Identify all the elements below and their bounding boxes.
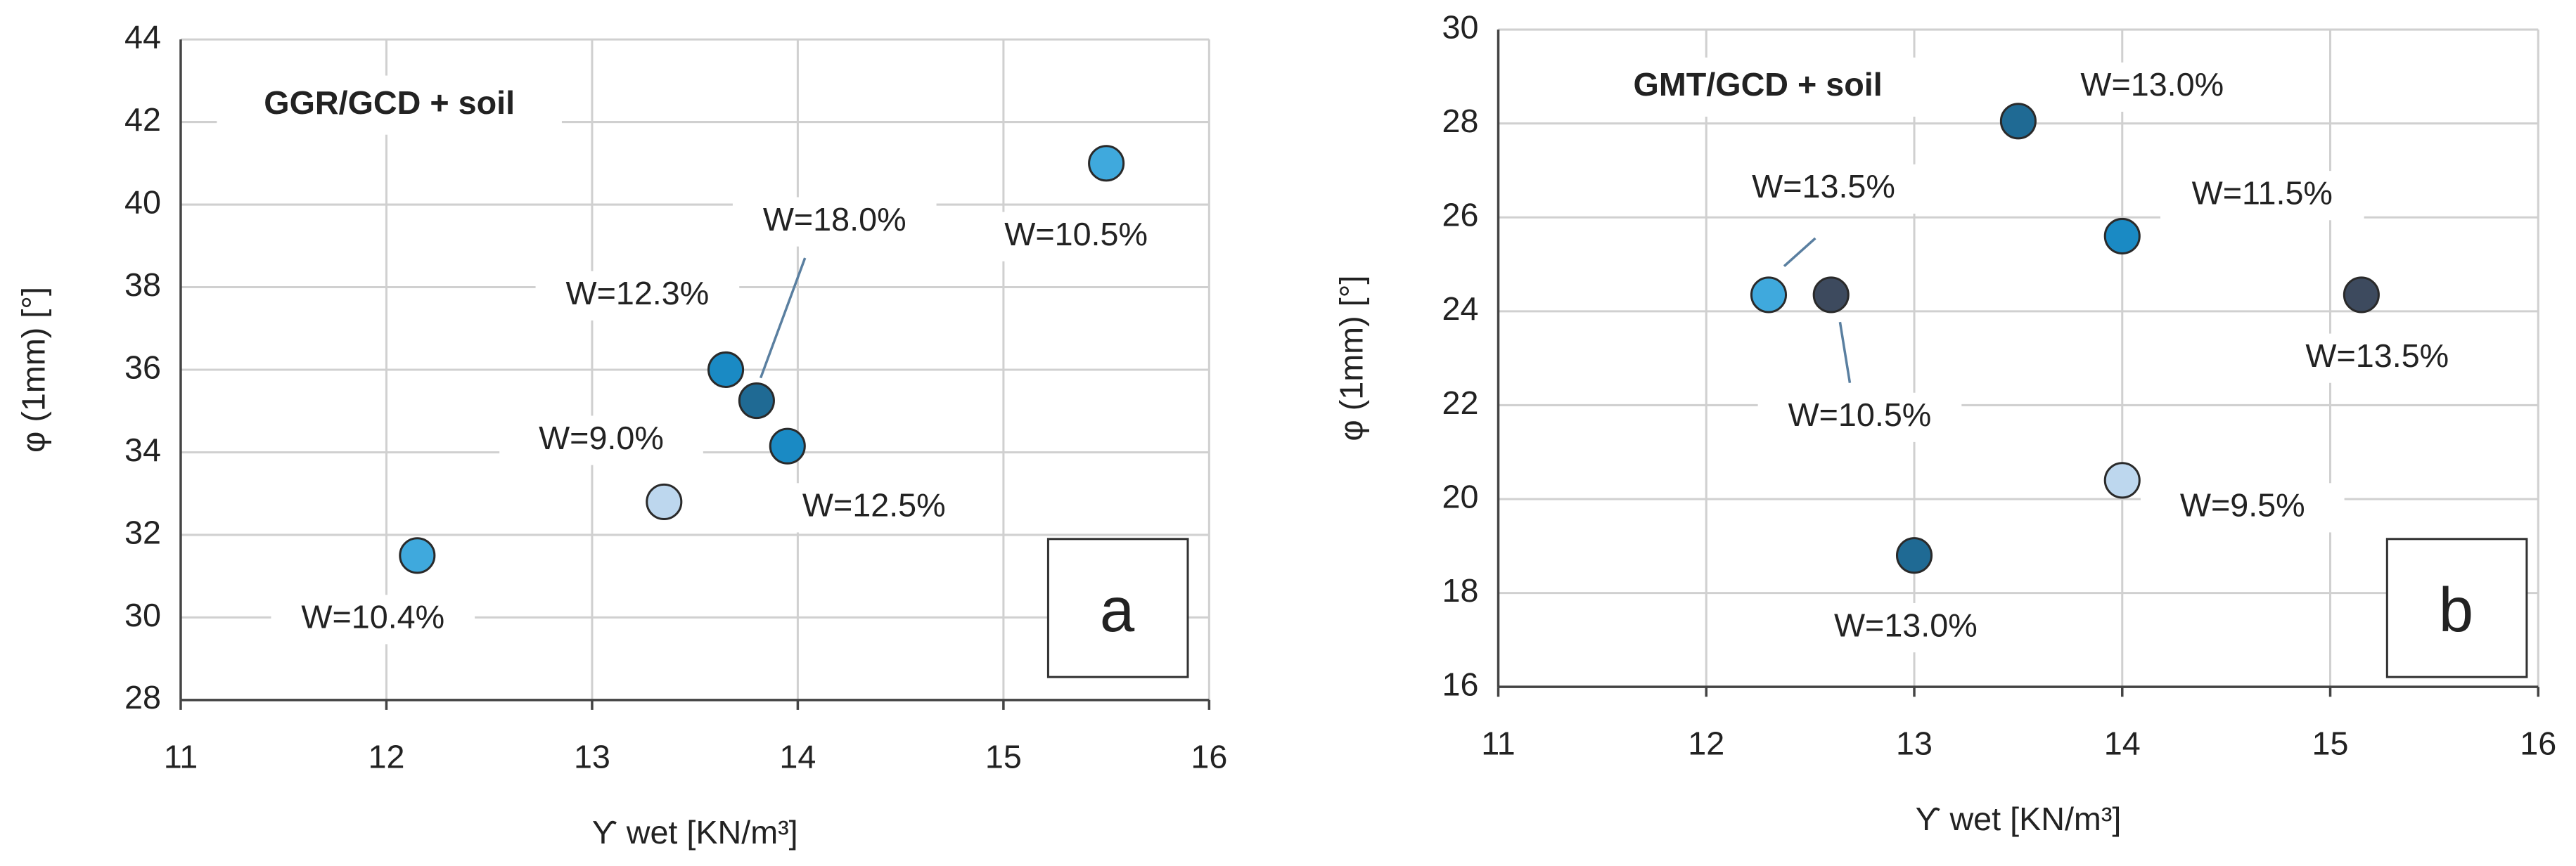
y-tick-label: 42 <box>124 101 161 138</box>
x-tick-label: 14 <box>2104 725 2141 762</box>
x-axis-label: ϒ wet [KN/m³] <box>592 814 798 851</box>
y-tick-label: 26 <box>1442 197 1479 233</box>
y-tick-label: 40 <box>124 183 161 220</box>
point-label: W=13.5% <box>2305 337 2449 374</box>
point-label: W=10.5% <box>1788 396 1932 433</box>
data-point <box>1088 145 1125 182</box>
x-tick-label: 11 <box>164 738 198 775</box>
y-tick-label: 36 <box>124 349 161 385</box>
leader-line <box>759 257 807 379</box>
data-point <box>2343 276 2380 314</box>
label-bg <box>771 483 976 533</box>
panel-label: a <box>1100 575 1135 645</box>
x-tick-label: 15 <box>2312 725 2349 762</box>
y-tick-label: 28 <box>124 679 161 716</box>
x-tick-label: 12 <box>1688 725 1724 762</box>
point-label: W=10.5% <box>1004 216 1148 252</box>
point-label: W=10.4% <box>301 599 444 635</box>
data-point <box>1999 103 2037 140</box>
x-tick-label: 12 <box>368 738 404 775</box>
data-point <box>646 483 683 521</box>
point-label: W=13.0% <box>2080 66 2224 103</box>
point-label: W=9.5% <box>2180 487 2305 524</box>
label-bg <box>2160 171 2364 221</box>
y-tick-label: 24 <box>1442 290 1479 327</box>
y-tick-label: 20 <box>1442 478 1479 515</box>
y-tick-label: 16 <box>1442 666 1479 703</box>
panel-title: GGR/GCD + soil <box>264 84 515 121</box>
point-label: W=13.5% <box>1752 168 1895 205</box>
point-label: W=9.0% <box>539 420 664 456</box>
title-bg <box>217 75 562 135</box>
point-label: W=18.0% <box>763 201 906 238</box>
label-bg <box>974 212 1178 261</box>
y-tick-label: 44 <box>124 18 161 55</box>
point-label: W=12.5% <box>802 487 946 524</box>
label-bg <box>732 197 937 247</box>
data-point <box>1750 276 1788 314</box>
label-bg <box>2275 333 2480 383</box>
y-tick-label: 32 <box>124 514 161 550</box>
data-point <box>1895 537 1933 574</box>
x-tick-label: 14 <box>779 738 816 775</box>
x-tick-label: 13 <box>1896 725 1933 762</box>
data-point <box>769 427 806 465</box>
x-tick-label: 11 <box>1481 725 1515 762</box>
y-axis-label: φ (1mm) [°] <box>1333 276 1369 441</box>
label-bg <box>535 271 740 321</box>
panel-title: GMT/GCD + soil <box>1634 66 1883 103</box>
data-point <box>2103 462 2141 499</box>
point-label: W=12.3% <box>566 275 710 311</box>
title-bg <box>1585 57 1930 117</box>
point-label: W=13.0% <box>1834 607 1978 643</box>
x-tick-label: 13 <box>574 738 610 775</box>
label-bg <box>2140 483 2345 533</box>
y-tick-label: 30 <box>1442 8 1479 45</box>
data-point <box>1812 276 1850 314</box>
x-tick-label: 16 <box>1191 738 1227 775</box>
y-axis-label: φ (1mm) [°] <box>15 287 52 453</box>
data-point <box>2103 217 2141 255</box>
label-bg <box>1722 164 1925 214</box>
data-point <box>399 537 436 574</box>
label-bg <box>499 415 703 465</box>
label-bg <box>2050 62 2255 112</box>
label-bg <box>271 595 475 645</box>
point-label: W=11.5% <box>2192 175 2333 212</box>
panel-label: b <box>2439 575 2473 645</box>
y-tick-label: 28 <box>1442 103 1479 139</box>
leader-line <box>1838 321 1852 383</box>
y-tick-label: 18 <box>1442 572 1479 609</box>
y-tick-label: 30 <box>124 597 161 633</box>
data-point <box>707 351 745 389</box>
y-tick-label: 38 <box>124 266 161 303</box>
panel-box <box>2385 538 2528 678</box>
y-tick-label: 34 <box>124 432 161 468</box>
x-axis-label: ϒ wet [KN/m³] <box>1915 801 2121 837</box>
y-tick-label: 22 <box>1442 384 1479 421</box>
label-bg <box>1757 392 1962 442</box>
label-bg <box>1804 602 2008 653</box>
x-tick-label: 16 <box>2520 725 2556 762</box>
leader-line <box>1783 237 1816 268</box>
x-tick-label: 15 <box>985 738 1022 775</box>
panel-box <box>1046 538 1189 678</box>
data-point <box>738 382 775 420</box>
